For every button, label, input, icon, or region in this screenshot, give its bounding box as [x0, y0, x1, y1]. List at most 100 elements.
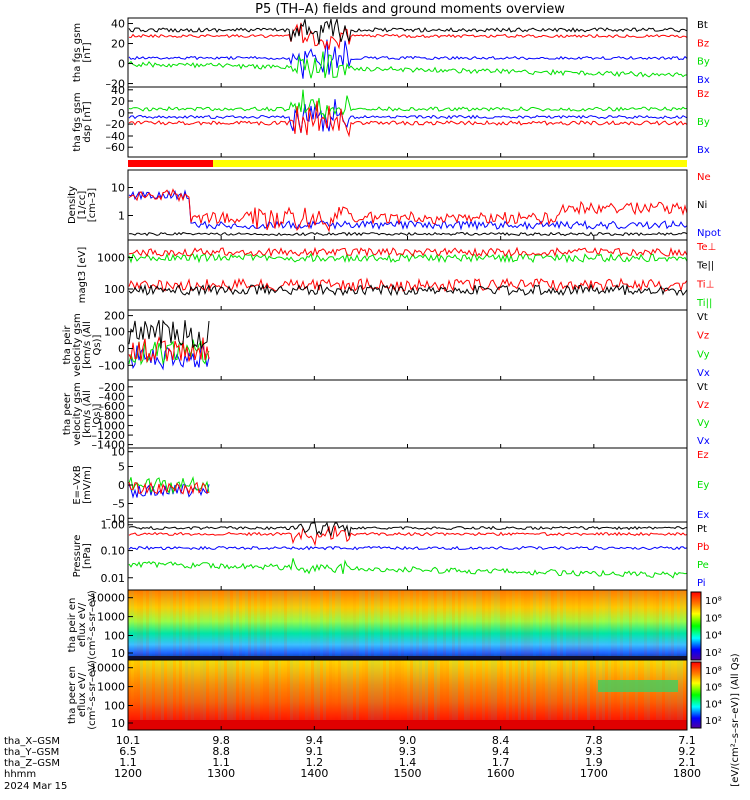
heatmap-band [602, 660, 605, 730]
x-annotation-value: 1.4 [399, 756, 417, 769]
heatmap-band [146, 660, 149, 730]
heatmap-band [260, 660, 263, 730]
x-annotation-value: 8.4 [492, 734, 510, 747]
heatmap-band [668, 590, 671, 660]
heatmap-band [164, 590, 167, 660]
heatmap-band [545, 660, 548, 730]
panel-frame [127, 309, 688, 381]
legend-entry-2: Pb [697, 542, 709, 553]
heatmap-band [521, 660, 524, 730]
heatmap-band [662, 660, 665, 730]
heatmap-band [392, 660, 395, 730]
heatmap-band [467, 660, 470, 730]
heatmap-band [665, 590, 668, 660]
heatmap-band [143, 660, 146, 730]
heatmap-band [407, 660, 410, 730]
y-tick-label: 1000 [97, 681, 125, 694]
heatmap-band [479, 660, 482, 730]
heatmap-band [308, 660, 311, 730]
heatmap-band [518, 660, 521, 730]
series-line-Ey [128, 476, 210, 495]
y-tick-label: 200 [104, 310, 125, 323]
series-line-Bt [128, 18, 688, 45]
heatmap-band [659, 590, 662, 660]
y-tick-label: 10 [111, 182, 125, 195]
heatmap-band [617, 590, 620, 660]
heatmap-band [533, 660, 536, 730]
y-tick-label: 100 [104, 326, 125, 339]
heatmap-band [557, 590, 560, 660]
series-line-Ex [128, 483, 210, 499]
heatmap-band [356, 660, 359, 730]
heatmap-band [464, 590, 467, 660]
heatmap-band [500, 660, 503, 730]
heatmap-band [566, 590, 569, 660]
heatmap-band [674, 660, 677, 730]
heatmap-band [467, 590, 470, 660]
y-axis-label: velocity gsm [72, 382, 83, 446]
heatmap-band [371, 660, 374, 730]
heatmap-band [554, 660, 557, 730]
heatmap-band [197, 590, 200, 660]
heatmap-band [233, 660, 236, 730]
legend-entry-3: Pe [697, 560, 709, 571]
heatmap-band [596, 660, 599, 730]
heatmap-band [503, 590, 506, 660]
y-axis-label: [cm–3] [87, 188, 98, 223]
panel-frame [127, 17, 688, 88]
heatmap-band [545, 590, 548, 660]
heatmap-band [458, 590, 461, 660]
heatmap-band [296, 590, 299, 660]
legend-entry-3: By [697, 57, 710, 68]
heatmap-band [488, 660, 491, 730]
y-tick-label: 0 [118, 479, 125, 492]
heatmap-band [632, 660, 635, 730]
heatmap-band [431, 660, 434, 730]
heatmap-band [305, 590, 308, 660]
y-axis-label: tha peir en [67, 598, 78, 653]
heatmap-floor [128, 720, 687, 730]
y-tick-label: –40 [106, 130, 126, 143]
heatmap-band [494, 590, 497, 660]
heatmap-band [365, 660, 368, 730]
heatmap-band [347, 590, 350, 660]
heatmap-band [230, 660, 233, 730]
heatmap-band [476, 660, 479, 730]
legend-entry-3: Bx [697, 145, 710, 156]
heatmap-band [197, 660, 200, 730]
heatmap-band [152, 590, 155, 660]
series-line-Bx [128, 39, 688, 79]
panel-1: Bt Bz By Bx 40 20 0 –20 tha fgs gsm [nT] [72, 17, 710, 91]
y-tick-label: 1.00 [101, 519, 126, 532]
legend-entry-3: Ex [697, 510, 709, 521]
y-axis-label: (cm²–s–sr–eV) [87, 660, 98, 730]
heatmap-band [206, 660, 209, 730]
heatmap-band [509, 590, 512, 660]
heatmap-band [455, 590, 458, 660]
y-tick-label: 10 [111, 446, 125, 459]
x-annotation-value: 8.8 [212, 745, 230, 758]
heatmap-band [284, 590, 287, 660]
colorbar-tick-label: 10⁴ [705, 699, 722, 710]
heatmap-band [602, 590, 605, 660]
y-axis-label: [mV/m] [82, 466, 93, 504]
heatmap-band [605, 660, 608, 730]
y-tick-label: 10000 [90, 592, 125, 605]
heatmap-band [329, 590, 332, 660]
heatmap-field [128, 590, 687, 660]
heatmap-band [296, 660, 299, 730]
heatmap-band [317, 660, 320, 730]
colorbar-tick-label: 10² [705, 648, 722, 659]
series-line-Ti⊥ [128, 277, 688, 293]
heatmap-band [557, 660, 560, 730]
y-tick-label: –800 [99, 409, 126, 422]
heatmap-band [272, 660, 275, 730]
heatmap-band [329, 660, 332, 730]
series-line-Ez [128, 481, 210, 495]
panel-8: Ez Ey Ex 10 5 0 –5–10 E=–VxB [mV/m] [72, 446, 709, 526]
heatmap-band [683, 590, 686, 660]
heatmap-band [365, 590, 368, 660]
x-annotation-value: 7.8 [585, 734, 603, 747]
series-line-By [128, 51, 688, 79]
